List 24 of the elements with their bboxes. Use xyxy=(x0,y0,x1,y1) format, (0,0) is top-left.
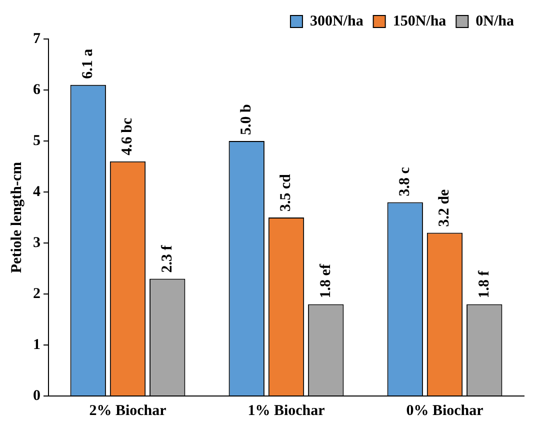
data-label: 2.3 f xyxy=(159,244,176,273)
data-label: 3.8 c xyxy=(397,166,413,196)
data-label: 4.6 bc xyxy=(120,118,136,156)
x-tick-label: 2% Biochar xyxy=(89,402,167,419)
data-label: 3.5 cd xyxy=(278,173,294,212)
y-tick-label: 5 xyxy=(33,132,40,149)
y-tick-label: 4 xyxy=(33,184,41,200)
legend-label: 150N/ha xyxy=(392,13,447,30)
y-axis-title: Petiole length-cm xyxy=(8,161,25,274)
data-label: 1.8 f xyxy=(476,270,492,298)
legend-label: 0N/ha xyxy=(476,13,514,30)
y-tick-label: 3 xyxy=(33,234,40,251)
y-tick-label: 1 xyxy=(33,336,40,353)
data-label: 5.0 b xyxy=(238,104,254,135)
y-tick-label: 2 xyxy=(33,286,40,302)
x-tick-label: 1% Biochar xyxy=(248,402,326,419)
y-tick-label: 0 xyxy=(33,388,40,404)
data-label: 1.8 ef xyxy=(318,263,334,298)
data-label: 6.1 a xyxy=(80,48,96,79)
x-tick-label: 0% Biochar xyxy=(406,402,484,419)
data-label: 3.2 de xyxy=(436,188,453,227)
legend-label: 300N/ha xyxy=(310,13,364,30)
y-tick-label: 7 xyxy=(33,30,41,47)
y-tick-label: 6 xyxy=(33,82,41,98)
